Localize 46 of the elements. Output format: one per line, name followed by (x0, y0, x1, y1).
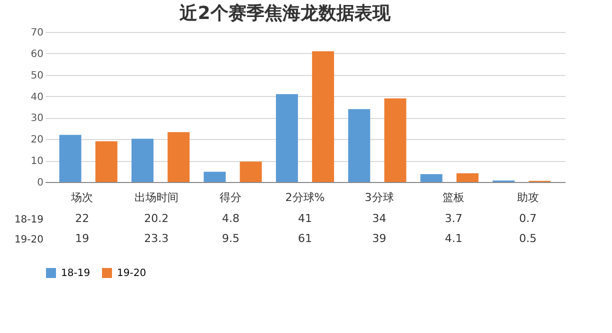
data-label: 0.7 (519, 212, 537, 225)
x-tick-label: 场次 (70, 191, 94, 204)
data-label: 20.2 (144, 212, 169, 225)
y-tick-label: 50 (30, 70, 44, 82)
data-label: 41 (298, 212, 312, 225)
bar (95, 141, 118, 182)
x-tick-label: 2分球% (285, 191, 325, 204)
text: 18-19 (14, 214, 44, 226)
x-tick-label: 助攻 (516, 191, 539, 204)
x-tick-label: 得分 (220, 191, 242, 204)
y-tick-label: 60 (30, 48, 44, 60)
bar (348, 109, 370, 182)
y-tick-label: 0 (37, 178, 44, 188)
bar (168, 132, 190, 182)
data-label: 3.7 (444, 212, 462, 225)
bar (420, 174, 442, 182)
bar (132, 138, 154, 182)
x-tick-label: 出场时间 (134, 191, 178, 204)
data-label: 4.1 (444, 232, 462, 245)
bar (384, 98, 406, 182)
x-tick-label: 篮板 (442, 191, 465, 204)
text: 19-20 (14, 234, 44, 246)
y-tick-label: 30 (30, 113, 44, 124)
bar (204, 172, 226, 182)
data-label: 34 (372, 212, 386, 225)
y-tick-label: 70 (30, 28, 44, 38)
legend-label: 18-19 (61, 268, 90, 279)
data-label: 4.8 (222, 212, 240, 225)
data-label: 0.5 (519, 232, 537, 245)
data-label: 9.5 (222, 232, 240, 245)
bar (240, 162, 262, 182)
data-label: 19 (75, 232, 90, 245)
bar (276, 94, 298, 182)
y-tick-label: 10 (30, 156, 44, 168)
x-tick-label: 3分球 (364, 191, 394, 204)
data-label: 22 (75, 212, 90, 225)
y-tick-label: 40 (30, 92, 44, 103)
y-tick-label: 20 (30, 134, 44, 146)
chart-title: 近2个赛季焦海龙数据表现 (178, 3, 392, 24)
data-label: 39 (372, 232, 386, 245)
bar (312, 51, 334, 182)
legend-label: 19-20 (117, 268, 146, 279)
data-label: 23.3 (144, 232, 169, 245)
bar (59, 134, 82, 182)
bar (456, 173, 478, 182)
data-label: 61 (298, 232, 312, 245)
